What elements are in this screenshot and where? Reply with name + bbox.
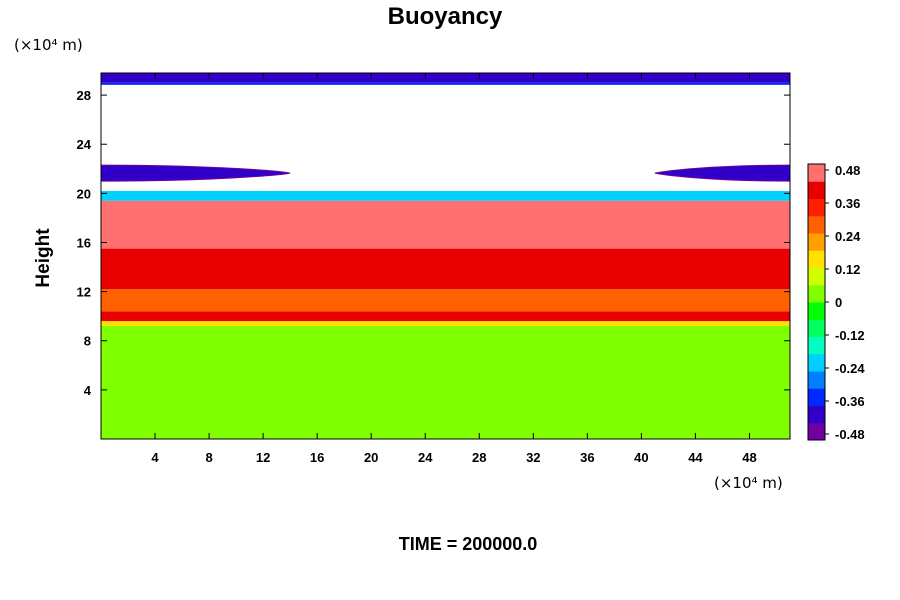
colorbar-swatch — [808, 353, 825, 372]
y-axis: 4 8 12 16 20 24 28 — [77, 88, 790, 398]
colorbar-swatch — [808, 319, 825, 337]
x-axis-unit: (×10⁴ m) — [714, 474, 783, 492]
x-axis: 4 8 12 16 20 24 28 32 36 40 44 48 — [151, 73, 757, 465]
colorbar: 0.48 0.36 0.24 0.12 0 -0.12 -0.24 -0.36 -0.48 — [807, 163, 865, 442]
buoyancy-layer-4 — [101, 248, 790, 290]
top-band-edge — [101, 82, 790, 85]
colorbar-swatch — [808, 302, 825, 320]
colorbar-swatch — [808, 215, 825, 234]
colorbar-swatch — [808, 284, 825, 303]
colorbar-swatch — [808, 164, 825, 182]
x-tick-label: 20 — [364, 450, 378, 465]
buoyancy-layer-8 — [101, 73, 790, 83]
colorbar-tick-label: 0.48 — [835, 163, 860, 178]
y-axis-unit: (×10⁴ m) — [14, 36, 83, 54]
y-tick-label: 24 — [77, 137, 92, 152]
x-tick-label: 24 — [418, 450, 433, 465]
time-label: TIME = 200000.0 — [399, 534, 538, 554]
buoyancy-layer-3 — [101, 289, 790, 312]
y-tick-label: 28 — [77, 88, 91, 103]
y-tick-label: 16 — [77, 235, 91, 250]
x-tick-label: 48 — [742, 450, 756, 465]
colorbar-tick-label: 0.36 — [835, 196, 860, 211]
plot-frame — [100, 72, 791, 440]
colorbar-tick-label: -0.48 — [835, 427, 865, 442]
buoyancy-layer-2 — [101, 311, 790, 322]
colorbar-swatch — [808, 336, 825, 355]
x-tick-label: 40 — [634, 450, 648, 465]
colorbar-swatch — [808, 198, 825, 217]
x-tick-label: 36 — [580, 450, 594, 465]
y-tick-label: 20 — [77, 186, 91, 201]
buoyancy-feature-0 — [101, 164, 291, 182]
x-tick-label: 12 — [256, 450, 270, 465]
colorbar-tick-label: 0 — [835, 295, 842, 310]
colorbar-swatch — [808, 181, 825, 199]
colorbar-swatch — [808, 267, 825, 286]
x-tick-label: 28 — [472, 450, 486, 465]
x-tick-label: 32 — [526, 450, 540, 465]
colorbar-swatch — [808, 405, 825, 424]
y-tick-label: 12 — [77, 285, 91, 300]
buoyancy-layer-0 — [101, 326, 790, 439]
colorbar-tick-label: -0.36 — [835, 394, 865, 409]
x-tick-label: 44 — [688, 450, 703, 465]
colorbar-swatch — [808, 388, 825, 406]
colorbar-tick-label: -0.12 — [835, 328, 865, 343]
buoyancy-layer-1 — [101, 321, 790, 327]
y-axis-label: Height — [33, 228, 54, 288]
y-tick-label: 4 — [84, 383, 92, 398]
buoyancy-layer-6 — [101, 190, 790, 201]
colorbar-tick-label: -0.24 — [835, 361, 865, 376]
buoyancy-layer-5 — [101, 200, 790, 249]
buoyancy-feature-1 — [654, 164, 790, 182]
chart-title: Buoyancy — [388, 3, 503, 30]
colorbar-swatch — [808, 371, 825, 389]
x-tick-label: 8 — [205, 450, 212, 465]
colorbar-swatch — [808, 250, 825, 268]
y-tick-label: 8 — [84, 334, 91, 349]
colorbar-tick-label: 0.24 — [835, 229, 861, 244]
colorbar-tick-label: 0.12 — [835, 262, 860, 277]
heatmap-plot-area — [101, 73, 790, 439]
colorbar-swatch — [808, 233, 825, 251]
x-tick-label: 4 — [151, 450, 159, 465]
x-tick-label: 16 — [310, 450, 324, 465]
colorbar-swatch — [808, 422, 825, 441]
